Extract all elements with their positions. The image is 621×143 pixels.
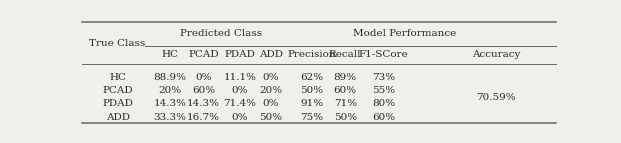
Text: 70.59%: 70.59%	[476, 93, 516, 102]
Text: HC: HC	[161, 50, 178, 59]
Text: Recall: Recall	[329, 50, 361, 59]
Text: 20%: 20%	[158, 86, 181, 95]
Text: 71.4%: 71.4%	[224, 99, 256, 108]
Text: 71%: 71%	[333, 99, 357, 108]
Text: PDAD: PDAD	[102, 99, 133, 108]
Text: 0%: 0%	[196, 73, 212, 82]
Text: 75%: 75%	[301, 113, 324, 122]
Text: HC: HC	[109, 73, 126, 82]
Text: ADD: ADD	[106, 113, 130, 122]
Text: True Class: True Class	[89, 38, 146, 47]
Text: 14.3%: 14.3%	[187, 99, 220, 108]
Text: PCAD: PCAD	[102, 86, 133, 95]
Text: 0%: 0%	[263, 99, 279, 108]
Text: 50%: 50%	[333, 113, 357, 122]
Text: 73%: 73%	[372, 73, 396, 82]
Text: 89%: 89%	[333, 73, 357, 82]
Text: 33.3%: 33.3%	[153, 113, 186, 122]
Text: 60%: 60%	[333, 86, 357, 95]
Text: 91%: 91%	[301, 99, 324, 108]
Text: 16.7%: 16.7%	[187, 113, 220, 122]
Text: 50%: 50%	[260, 113, 283, 122]
Text: 0%: 0%	[232, 113, 248, 122]
Text: 60%: 60%	[372, 113, 396, 122]
Text: 20%: 20%	[260, 86, 283, 95]
Text: Predicted Class: Predicted Class	[179, 29, 261, 38]
Text: 60%: 60%	[192, 86, 215, 95]
Text: 14.3%: 14.3%	[153, 99, 186, 108]
Text: 0%: 0%	[232, 86, 248, 95]
Text: PCAD: PCAD	[188, 50, 219, 59]
Text: Model Performance: Model Performance	[353, 29, 456, 38]
Text: ADD: ADD	[259, 50, 283, 59]
Text: 88.9%: 88.9%	[153, 73, 186, 82]
Text: 62%: 62%	[301, 73, 324, 82]
Text: 55%: 55%	[372, 86, 396, 95]
Text: PDAD: PDAD	[224, 50, 255, 59]
Text: Accuracy: Accuracy	[472, 50, 520, 59]
Text: F1-SCore: F1-SCore	[359, 50, 409, 59]
Text: 0%: 0%	[263, 73, 279, 82]
Text: 50%: 50%	[301, 86, 324, 95]
Text: 11.1%: 11.1%	[224, 73, 256, 82]
Text: 80%: 80%	[372, 99, 396, 108]
Text: Precision: Precision	[288, 50, 337, 59]
